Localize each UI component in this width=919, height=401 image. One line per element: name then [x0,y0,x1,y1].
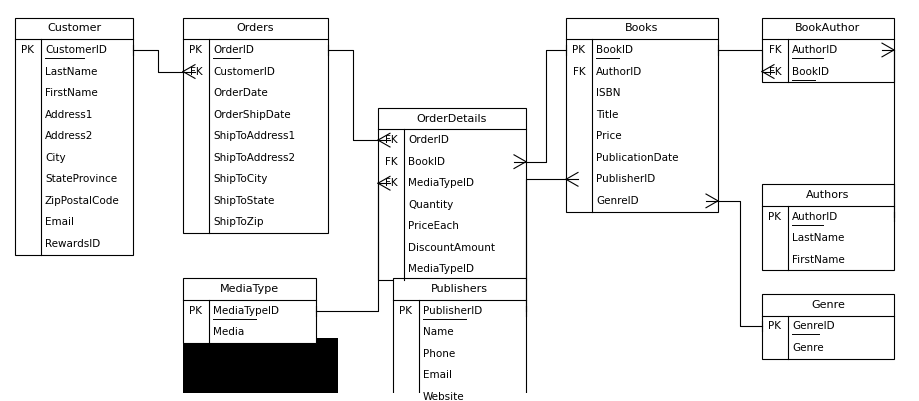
Text: Email: Email [423,370,451,380]
Text: FK: FK [189,67,202,77]
Text: ShipToCity: ShipToCity [213,174,267,184]
Text: CustomerID: CustomerID [45,45,107,55]
Text: PK: PK [399,306,412,316]
Text: OrderDate: OrderDate [213,88,267,98]
Text: FK: FK [768,45,780,55]
Text: ShipToState: ShipToState [213,196,274,206]
Text: ShipToAddress2: ShipToAddress2 [213,153,295,163]
Text: Authors: Authors [805,190,849,200]
Text: LastName: LastName [791,233,844,243]
Text: GenreID: GenreID [791,321,834,331]
Text: Media: Media [213,327,244,337]
Text: AuthorID: AuthorID [791,212,837,221]
Text: GenreID: GenreID [596,196,638,206]
Text: City: City [45,153,65,163]
Text: FK: FK [768,67,780,77]
Text: BookID: BookID [791,67,828,77]
Bar [761,184,893,270]
Text: PublisherID: PublisherID [596,174,654,184]
Text: AuthorID: AuthorID [791,45,837,55]
Text: ISBN: ISBN [596,88,619,98]
Text: PK: PK [767,212,780,221]
Text: BookID: BookID [596,45,632,55]
Text: OrderID: OrderID [407,135,448,145]
Bar [392,278,526,401]
Text: FK: FK [384,157,397,167]
Bar [378,108,526,280]
Text: Address2: Address2 [45,131,93,141]
Text: Orders: Orders [236,23,274,33]
Bar [183,18,328,233]
Text: Email: Email [45,217,74,227]
Text: ShipToAddress1: ShipToAddress1 [213,131,295,141]
Text: PK: PK [572,45,584,55]
Text: Name: Name [423,327,453,337]
Text: CustomerID: CustomerID [213,67,275,77]
Text: StateProvince: StateProvince [45,174,117,184]
Text: ZipPostalCode: ZipPostalCode [45,196,119,206]
Text: FK: FK [384,178,397,188]
Text: BookAuthor: BookAuthor [795,23,859,33]
Bar [183,338,337,393]
Text: PublicationDate: PublicationDate [596,153,678,163]
Text: Quantity: Quantity [407,200,453,210]
Text: Publishers: Publishers [430,284,487,294]
Text: PK: PK [21,45,35,55]
Text: Books: Books [625,23,658,33]
Bar [183,278,315,343]
Text: Genre: Genre [811,300,844,310]
Text: FirstName: FirstName [45,88,97,98]
Text: ShipToZip: ShipToZip [213,217,263,227]
Text: RewardsID: RewardsID [45,239,100,249]
Text: Title: Title [596,109,618,119]
Text: MediaTypeID: MediaTypeID [407,178,473,188]
Text: DiscountAmount: DiscountAmount [407,243,494,253]
Text: FirstName: FirstName [791,255,844,265]
Text: FK: FK [384,135,397,145]
Text: BookID: BookID [407,157,445,167]
Text: MediaType: MediaType [220,284,278,294]
Text: MediaTypeID: MediaTypeID [407,264,473,274]
Text: AuthorID: AuthorID [596,67,641,77]
Text: Customer: Customer [47,23,101,33]
Text: PriceEach: PriceEach [407,221,459,231]
Bar [761,294,893,358]
Text: MediaTypeID: MediaTypeID [213,306,278,316]
Text: LastName: LastName [45,67,97,77]
Text: PK: PK [189,306,202,316]
Text: Price: Price [596,131,621,141]
Text: Website: Website [423,392,464,401]
Text: Address1: Address1 [45,109,93,119]
Text: FK: FK [572,67,584,77]
Text: PK: PK [767,321,780,331]
Text: Genre: Genre [791,343,823,353]
Text: PublisherID: PublisherID [423,306,482,316]
Text: OrderDetails: OrderDetails [416,113,487,124]
Text: OrderShipDate: OrderShipDate [213,109,290,119]
Text: OrderID: OrderID [213,45,254,55]
Text: Phone: Phone [423,349,455,359]
Bar [565,18,717,212]
Text: PK: PK [189,45,202,55]
Bar [15,18,133,255]
Bar [761,18,893,82]
